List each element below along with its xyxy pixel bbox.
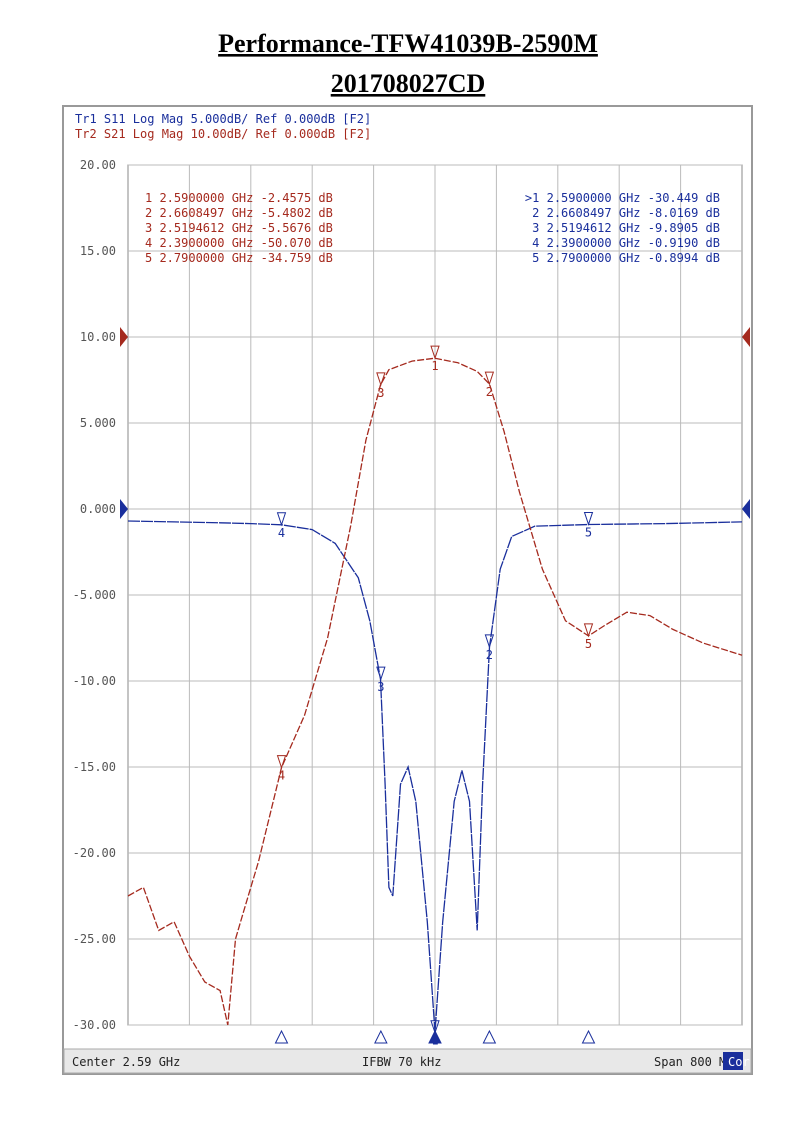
y-tick-label: -5.000 bbox=[73, 588, 116, 602]
y-tick-label: -10.00 bbox=[73, 674, 116, 688]
ref-arrow-left bbox=[120, 327, 128, 347]
status-text: IFBW 70 kHz bbox=[362, 1055, 441, 1069]
marker-label: 2 bbox=[486, 648, 493, 662]
marker-position bbox=[581, 1029, 596, 1044]
trace bbox=[127, 520, 743, 1032]
marker bbox=[276, 512, 287, 527]
marker-table-row: 5 2.7900000 GHz -34.759 dB bbox=[145, 251, 333, 265]
marker-table-row: 2 2.6608497 GHz -8.0169 dB bbox=[532, 206, 720, 220]
marker-position bbox=[482, 1029, 497, 1044]
marker-table-row: 3 2.5194612 GHz -9.8905 dB bbox=[532, 221, 720, 235]
ref-arrow-right bbox=[742, 327, 750, 347]
marker-label: 1 bbox=[431, 359, 438, 373]
y-tick-label: 10.00 bbox=[80, 330, 116, 344]
marker-position bbox=[274, 1029, 289, 1044]
marker bbox=[484, 634, 495, 649]
trace bbox=[127, 357, 743, 1026]
y-tick-label: 0.000 bbox=[80, 502, 116, 516]
marker-label: 3 bbox=[377, 386, 384, 400]
marker-label: 5 bbox=[585, 525, 592, 539]
chart-subtitle: 201708027CD bbox=[331, 69, 486, 98]
marker bbox=[583, 511, 594, 527]
marker-position bbox=[428, 1029, 442, 1044]
marker bbox=[430, 1020, 440, 1035]
status-text: Cor bbox=[728, 1055, 750, 1069]
marker bbox=[583, 623, 594, 638]
marker bbox=[376, 372, 386, 387]
marker-label: 5 bbox=[585, 637, 592, 651]
marker bbox=[376, 666, 386, 681]
status-text: Center 2.59 GHz bbox=[72, 1055, 180, 1069]
marker-label: 3 bbox=[377, 680, 384, 694]
y-tick-label: -15.00 bbox=[73, 760, 116, 774]
instrument-window bbox=[62, 105, 753, 1075]
chart-title: Performance-TFW41039B-2590M bbox=[218, 29, 598, 58]
trace-header: Tr2 S21 Log Mag 10.00dB/ Ref 0.000dB [F2… bbox=[75, 127, 371, 141]
marker-label: 4 bbox=[278, 769, 285, 783]
marker-table-row: 4 2.3900000 GHz -0.9190 dB bbox=[532, 236, 720, 250]
marker bbox=[484, 371, 495, 386]
marker-label: 2 bbox=[486, 385, 493, 399]
status-text: Span 800 MHz bbox=[654, 1055, 741, 1069]
trace-header: Tr1 S11 Log Mag 5.000dB/ Ref 0.000dB [F2… bbox=[75, 112, 371, 126]
y-tick-label: 20.00 bbox=[80, 158, 116, 172]
marker-table-row: 3 2.5194612 GHz -5.5676 dB bbox=[145, 221, 333, 235]
ref-arrow-right bbox=[742, 499, 750, 519]
marker-table-row: >1 2.5900000 GHz -30.449 dB bbox=[525, 191, 720, 205]
marker bbox=[276, 755, 287, 770]
marker-table-row: 5 2.7900000 GHz -0.8994 dB bbox=[532, 251, 720, 265]
y-tick-label: 15.00 bbox=[80, 244, 116, 258]
marker-table-row: 4 2.3900000 GHz -50.070 dB bbox=[145, 236, 333, 250]
status-bar bbox=[63, 1048, 752, 1074]
y-tick-label: -25.00 bbox=[73, 932, 116, 946]
y-tick-label: -20.00 bbox=[73, 846, 116, 860]
marker bbox=[430, 345, 440, 360]
marker-table-row: 2 2.6608497 GHz -5.4802 dB bbox=[145, 206, 333, 220]
marker-position bbox=[374, 1029, 388, 1044]
marker-label: 4 bbox=[278, 526, 285, 540]
marker-table-row: 1 2.5900000 GHz -2.4575 dB bbox=[145, 191, 333, 205]
ref-arrow-left bbox=[120, 499, 128, 519]
y-tick-label: 5.000 bbox=[80, 416, 116, 430]
y-tick-label: -30.00 bbox=[73, 1018, 116, 1032]
cor-box bbox=[723, 1052, 743, 1070]
